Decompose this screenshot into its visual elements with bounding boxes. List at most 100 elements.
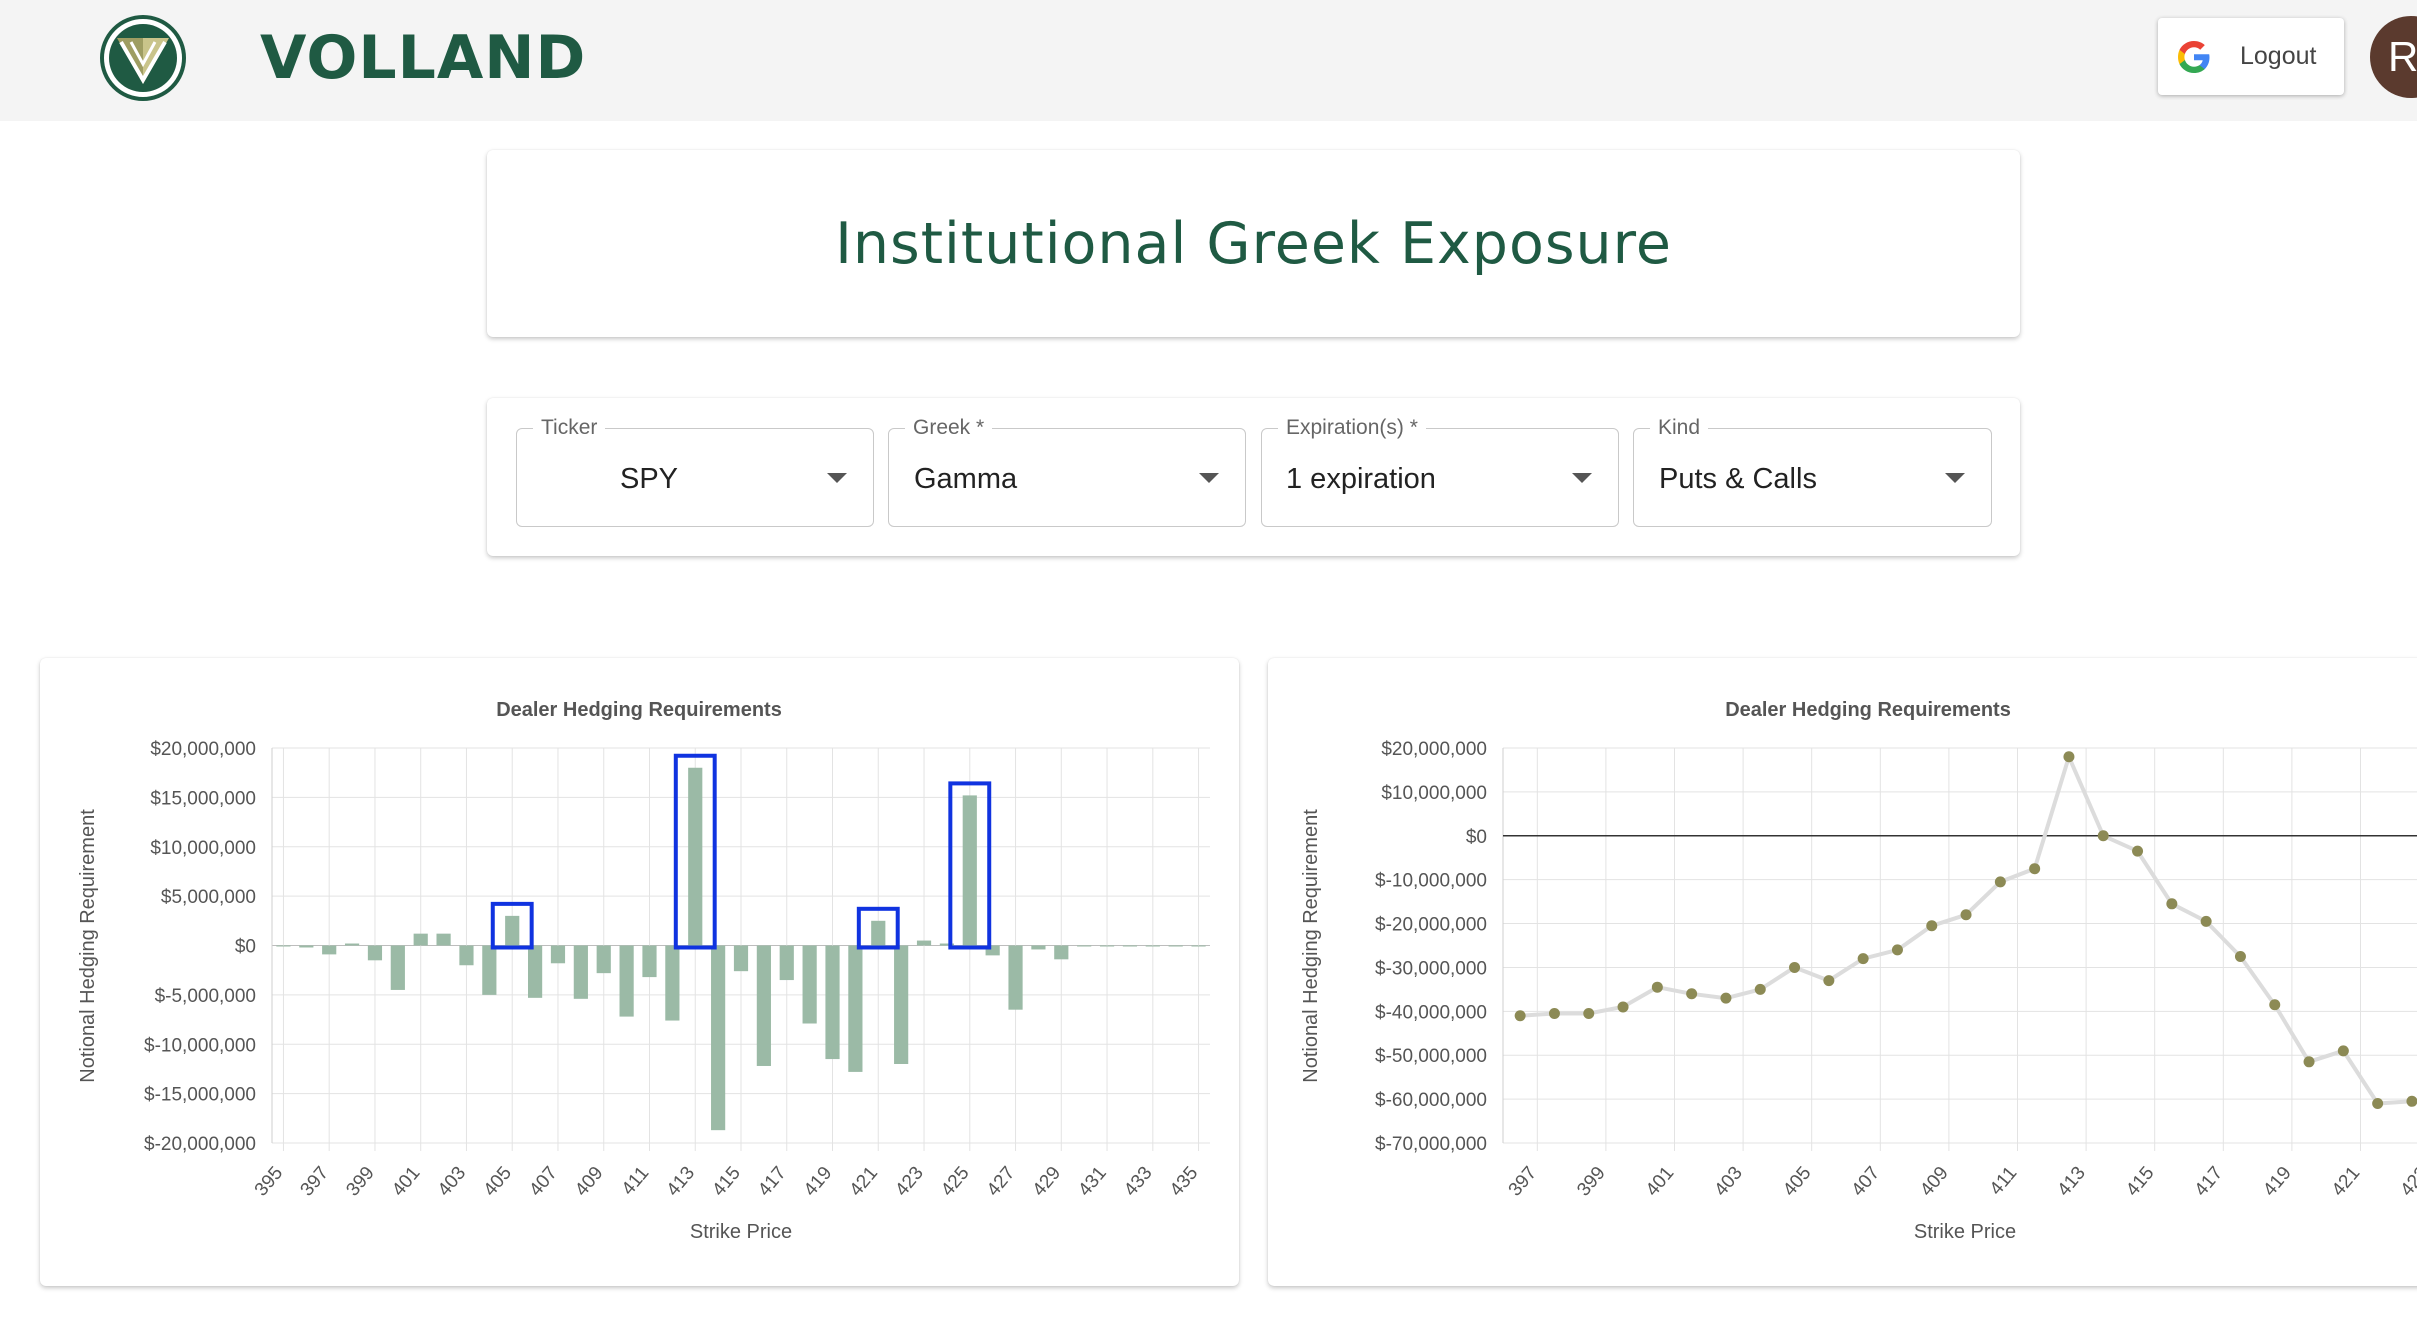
chevron-down-icon xyxy=(1945,473,1965,483)
x-tick-label: 413 xyxy=(2053,1163,2089,1201)
y-tick-label: $20,000,000 xyxy=(1381,739,1487,760)
x-tick-label: 401 xyxy=(1642,1163,1678,1201)
logout-button[interactable]: Logout xyxy=(2158,18,2344,95)
x-tick-label: 409 xyxy=(1916,1163,1952,1201)
line-chart-card: Dealer Hedging Requirements $20,000,000 $1… xyxy=(1268,658,2417,1286)
chevron-down-icon xyxy=(827,473,847,483)
bar-414 xyxy=(711,945,726,1131)
data-point xyxy=(1960,909,1972,921)
y-tick-label: $15,000,000 xyxy=(150,788,256,809)
y-tick-label: $-10,000,000 xyxy=(1375,871,1487,892)
bar-424 xyxy=(939,943,954,946)
x-tick-label: 431 xyxy=(1074,1163,1110,1201)
x-tick-label: 421 xyxy=(2328,1163,2364,1201)
bar-418 xyxy=(802,945,817,1024)
y-tick-label: $10,000,000 xyxy=(150,838,256,859)
data-point xyxy=(2029,863,2041,875)
y-tick-label: $-10,000,000 xyxy=(144,1035,256,1056)
data-point xyxy=(2200,915,2212,927)
data-point xyxy=(2337,1045,2349,1057)
x-tick-label: 417 xyxy=(754,1163,790,1201)
data-point xyxy=(2406,1095,2417,1107)
bar-409 xyxy=(596,945,611,974)
series-line xyxy=(1520,751,2417,1106)
bar-410 xyxy=(619,945,634,1017)
bar-432 xyxy=(1122,945,1138,947)
data-point xyxy=(2303,1056,2315,1068)
volland-logo-icon[interactable] xyxy=(99,14,187,102)
y-tick-label: $10,000,000 xyxy=(1381,783,1487,804)
user-avatar[interactable]: R xyxy=(2370,16,2417,98)
y-tick-label: $-15,000,000 xyxy=(144,1085,256,1106)
bar-415 xyxy=(733,945,749,972)
ticker-label: Ticker xyxy=(533,415,606,441)
data-point xyxy=(1651,981,1663,993)
bar-420 xyxy=(848,945,863,1072)
x-axis-label: Strike Price xyxy=(690,1221,792,1243)
x-tick-label: 433 xyxy=(1120,1163,1156,1201)
y-tick-label: $-60,000,000 xyxy=(1375,1090,1487,1111)
data-point xyxy=(1823,975,1835,987)
bar-407 xyxy=(550,945,566,964)
x-tick-label: 411 xyxy=(618,1163,654,1200)
data-point xyxy=(2132,845,2144,857)
x-tick-label: 415 xyxy=(2122,1163,2158,1201)
bar-428 xyxy=(1031,945,1046,950)
greek-value: Gamma xyxy=(914,463,1018,495)
bar-431 xyxy=(1099,945,1115,947)
data-point xyxy=(2372,1098,2384,1109)
kind-select[interactable]: Kind Puts & Calls xyxy=(1633,415,1992,527)
title-card: Institutional Greek Exposure xyxy=(487,150,2020,337)
bar-411 xyxy=(642,945,657,978)
bar-422 xyxy=(894,945,909,1064)
bar-405 xyxy=(505,915,520,946)
x-tick-label: 399 xyxy=(1573,1163,1609,1201)
data-point xyxy=(1583,1008,1595,1020)
y-tick-label: $-20,000,000 xyxy=(144,1134,256,1155)
bar-416 xyxy=(756,945,771,1066)
y-tick-label: $-5,000,000 xyxy=(155,986,256,1007)
bar-chart-card: Dealer Hedging Requirements $20,000,000 $1… xyxy=(40,658,1239,1286)
bar-406 xyxy=(528,945,543,998)
data-point xyxy=(1754,983,1766,995)
kind-value: Puts & Calls xyxy=(1659,463,1817,495)
y-tick-label: $-20,000,000 xyxy=(1375,915,1487,936)
expiration-label: Expiration(s) * xyxy=(1278,415,1426,441)
bar-395 xyxy=(276,945,291,947)
data-point xyxy=(2166,898,2178,910)
bar-398 xyxy=(344,943,360,946)
brand-name[interactable]: VOLLAND xyxy=(260,23,587,93)
highlight-box-425 xyxy=(948,781,992,950)
x-tick-label: 397 xyxy=(297,1163,333,1201)
y-axis-label: Notional Hedging Requirement xyxy=(1300,809,1322,1083)
data-point xyxy=(1720,992,1732,1004)
google-g-icon xyxy=(2178,40,2210,73)
x-tick-label: 419 xyxy=(800,1163,836,1201)
x-tick-label: 413 xyxy=(663,1163,699,1201)
bar-408 xyxy=(573,945,588,999)
ticker-value: SPY xyxy=(620,463,679,495)
x-tick-label: 429 xyxy=(1029,1163,1065,1201)
chevron-down-icon xyxy=(1199,473,1219,483)
bar-423 xyxy=(916,940,932,946)
bar-400 xyxy=(390,945,405,990)
data-point xyxy=(2097,830,2109,842)
bar-427 xyxy=(1008,945,1023,1010)
bar-430 xyxy=(1077,945,1092,947)
bar-417 xyxy=(779,945,794,981)
data-point xyxy=(2234,950,2246,962)
logout-label: Logout xyxy=(2240,42,2317,70)
x-tick-label: 409 xyxy=(571,1163,607,1201)
y-tick-label: $-30,000,000 xyxy=(1375,958,1487,979)
ticker-select[interactable]: Ticker SPY xyxy=(516,415,874,527)
greek-label: Greek * xyxy=(905,415,993,441)
bar-412 xyxy=(665,945,680,1021)
bar-421 xyxy=(871,920,886,946)
bar-chart: Dealer Hedging Requirements $20,000,000 $1… xyxy=(77,699,1210,1243)
greek-select[interactable]: Greek * Gamma xyxy=(888,415,1246,527)
top-app-bar: VOLLAND Logout R xyxy=(0,0,2417,121)
expiration-select[interactable]: Expiration(s) * 1 expiration xyxy=(1261,415,1619,527)
highlight-box-421 xyxy=(856,906,900,950)
chart-title: Dealer Hedging Requirements xyxy=(496,699,782,721)
bar-396 xyxy=(299,945,314,948)
